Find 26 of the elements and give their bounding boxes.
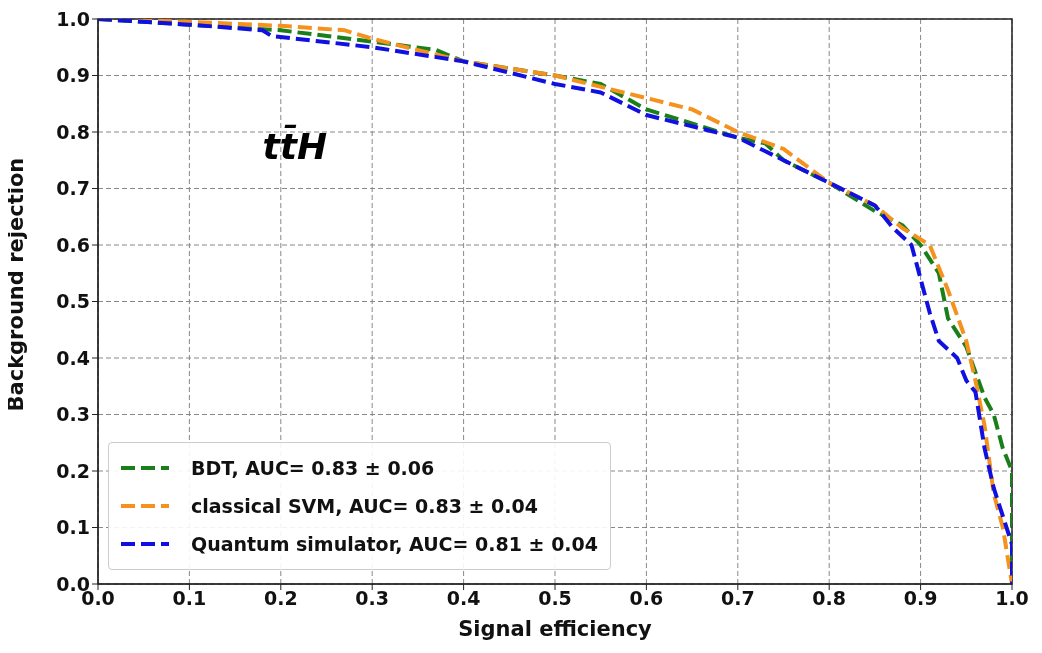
x-tick-label: 0.5	[538, 587, 572, 610]
x-tick-label: 0.8	[812, 587, 847, 610]
y-tick-label: 0.9	[56, 64, 90, 87]
y-tick-label: 0.5	[56, 290, 90, 313]
x-axis-title: Signal efficiency	[458, 617, 653, 641]
legend-label: Quantum simulator, AUC= 0.81 ± 0.04	[191, 533, 599, 555]
y-tick-label: 0.3	[56, 403, 90, 426]
y-tick-label: 0.2	[56, 459, 90, 482]
legend-label: BDT, AUC= 0.83 ± 0.06	[191, 457, 435, 479]
x-tick-label: 0.2	[263, 587, 298, 610]
x-tick-label: 0.4	[446, 587, 481, 610]
legend-label: classical SVM, AUC= 0.83 ± 0.04	[191, 495, 539, 517]
x-tick-label: 1.0	[995, 587, 1029, 610]
x-tick-label: 0.9	[903, 587, 938, 610]
y-tick-label: 0.8	[56, 120, 90, 143]
x-tick-label: 0.7	[720, 587, 755, 610]
y-tick-label: 0.7	[56, 177, 90, 200]
annotation: tt̄H	[262, 126, 328, 168]
y-tick-label: 0.4	[56, 346, 90, 369]
x-tick-label: 0.1	[172, 587, 207, 610]
y-axis-title: Background rejection	[4, 157, 29, 412]
y-tick-label: 0.1	[56, 516, 90, 539]
y-tick-label: 1.0	[56, 7, 90, 30]
x-tick-label: 0.3	[355, 587, 390, 610]
y-tick-label: 0.6	[56, 233, 90, 256]
x-tick-label: 0.6	[629, 587, 664, 610]
